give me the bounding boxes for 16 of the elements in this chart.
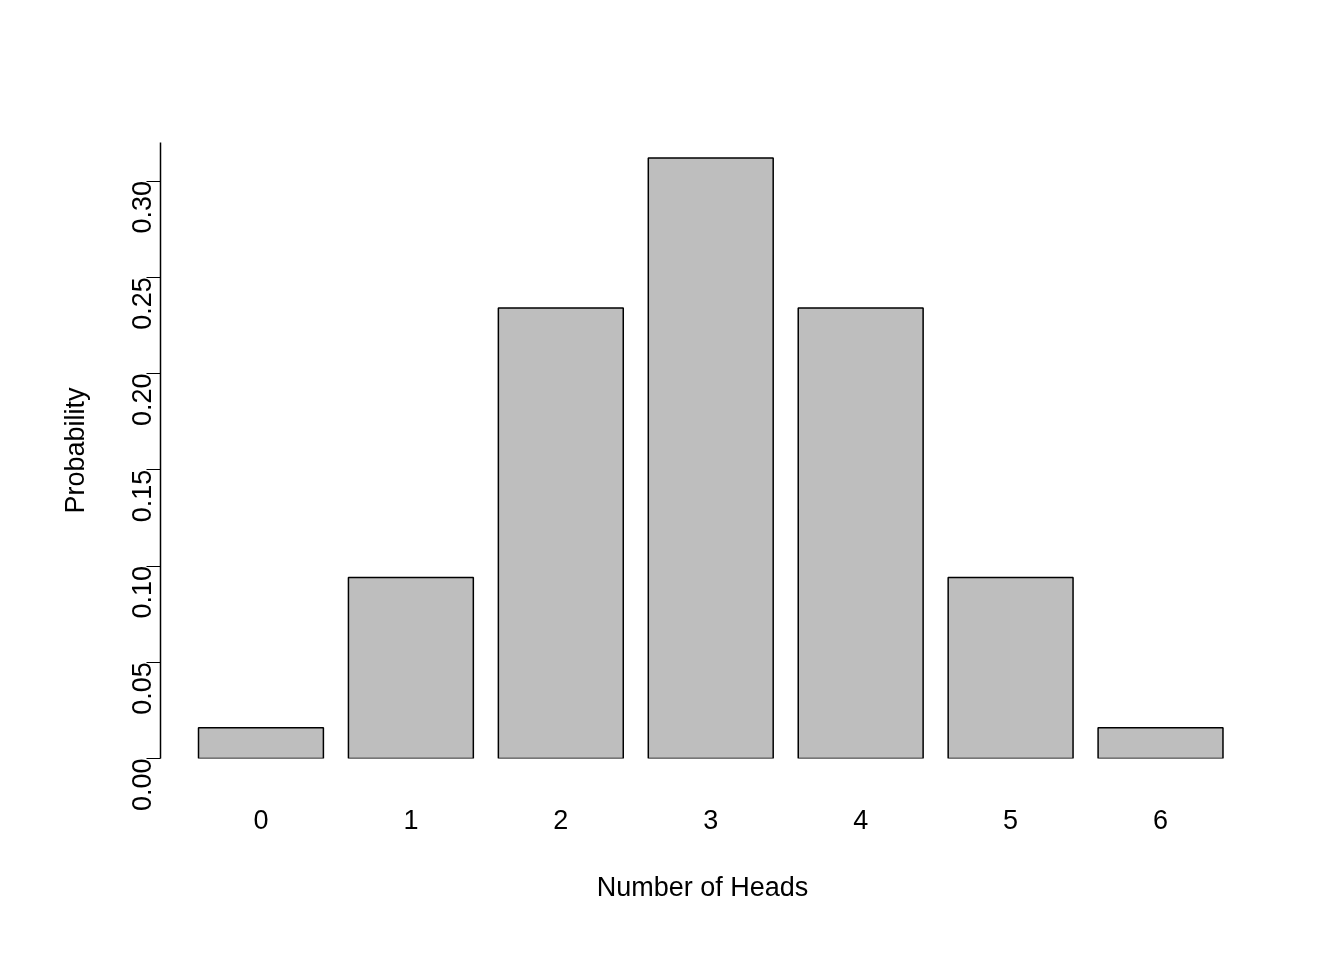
y-tick-label: 0.25 xyxy=(127,277,157,330)
y-tick-label: 0.00 xyxy=(127,758,157,812)
y-tick-label: 0.20 xyxy=(127,373,157,427)
x-tick-label: 3 xyxy=(703,804,719,835)
x-tick-label: 6 xyxy=(1153,804,1169,835)
x-tick-label: 1 xyxy=(403,804,419,835)
x-tick-label: 0 xyxy=(253,804,269,835)
y-tick-label: 0.05 xyxy=(127,662,157,715)
x-axis-title: Number of Heads xyxy=(596,871,809,902)
y-tick-label: 0.15 xyxy=(127,469,157,523)
x-tick-label: 2 xyxy=(553,804,569,835)
y-tick-label: 0.30 xyxy=(127,180,157,234)
x-tick-label: 5 xyxy=(1003,804,1019,835)
y-axis-title: Probability xyxy=(59,386,90,514)
x-tick-label: 4 xyxy=(853,804,869,835)
y-tick-label: 0.10 xyxy=(127,565,157,619)
